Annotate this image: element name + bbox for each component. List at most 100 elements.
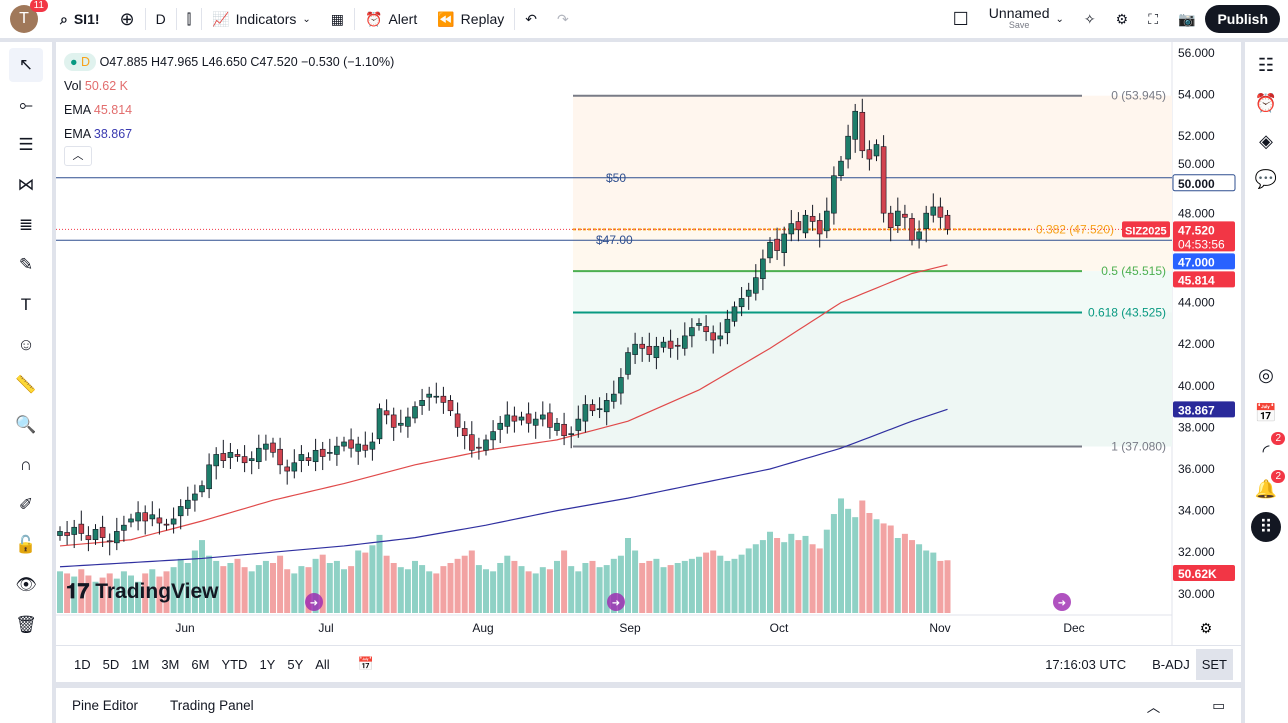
- layout-button[interactable]: ☐ Unnamed Save ⌄: [952, 5, 1064, 30]
- text-tool[interactable]: T: [9, 288, 43, 322]
- line-icon: ⟜: [19, 95, 33, 114]
- volume-bar: [646, 560, 653, 613]
- interval-button[interactable]: D: [155, 11, 166, 27]
- clock[interactable]: 17:16:03 UTC: [1045, 656, 1127, 672]
- collapse-legend-button[interactable]: ︿: [64, 146, 92, 166]
- apps-button[interactable]: ⠿: [1251, 512, 1281, 542]
- undo-button[interactable]: ↶: [515, 0, 547, 38]
- fullscreen-button[interactable]: ⛶: [1138, 0, 1168, 38]
- compare-symbol-button[interactable]: ⊕: [110, 0, 145, 38]
- volume-bar: [568, 566, 575, 613]
- chat-icon: 💬: [1254, 168, 1278, 189]
- cursor-tool[interactable]: ↖: [9, 48, 43, 82]
- publish-button[interactable]: Publish: [1205, 5, 1280, 33]
- trend-line-tool[interactable]: ⟜: [9, 88, 43, 122]
- range-all[interactable]: All: [315, 656, 330, 672]
- maximize-panel-icon[interactable]: ▭: [1212, 697, 1225, 713]
- grid-icon: ▦: [330, 10, 344, 27]
- volume-bar: [596, 567, 603, 613]
- lock-drawing-tool[interactable]: ✐: [9, 488, 43, 522]
- candle-body: [263, 443, 269, 450]
- delete-tool[interactable]: 🗑: [9, 608, 43, 642]
- chat-button[interactable]: 💬: [1251, 164, 1281, 194]
- indicators-icon: 📈: [212, 10, 230, 27]
- ideas-button[interactable]: ◎: [1251, 360, 1281, 390]
- layers-button[interactable]: ◈: [1251, 126, 1281, 156]
- range-1m[interactable]: 1M: [131, 656, 150, 672]
- hline-tool[interactable]: ☰: [9, 128, 43, 162]
- lock-tool[interactable]: 🔓: [9, 528, 43, 562]
- range-1y[interactable]: 1Y: [259, 656, 276, 672]
- volume-bar: [767, 531, 773, 613]
- ema-slow-tag-bg: [1173, 401, 1235, 418]
- candle-body: [887, 212, 894, 229]
- replay-button[interactable]: ⏪ Replay: [437, 10, 505, 28]
- candle-body: [596, 408, 603, 410]
- symbol-search[interactable]: ⌕ SI1!: [60, 10, 100, 28]
- volume-bar: [674, 563, 681, 613]
- volume-bar: [120, 571, 127, 613]
- calendar-button[interactable]: 📅: [1251, 398, 1281, 428]
- chart-pane[interactable]: 0 (53.945) 0.382 (47.520) 0.5 (45.515) 0.61…: [56, 42, 1241, 682]
- brush-tool[interactable]: ✎: [9, 248, 43, 282]
- settings-button[interactable]: ⚙: [1106, 0, 1139, 38]
- volume-bar: [894, 538, 901, 613]
- candle-body: [284, 466, 290, 472]
- emoji-tool[interactable]: ☺: [9, 328, 43, 362]
- volume-bar: [248, 571, 255, 613]
- candle-body: [625, 352, 631, 375]
- magnet-tool[interactable]: ∩: [9, 448, 43, 482]
- pattern-tool[interactable]: ⋈: [9, 168, 43, 202]
- chart-type-button[interactable]: ⫿: [177, 0, 201, 38]
- candle-body: [163, 523, 170, 526]
- alert-button[interactable]: ⏰ Alert: [365, 10, 418, 28]
- tab-pine-editor[interactable]: Pine Editor: [72, 698, 139, 713]
- watchlist-button[interactable]: ☷: [1251, 50, 1281, 80]
- avatar[interactable]: T 11: [10, 0, 48, 33]
- candle-body: [916, 231, 922, 240]
- candle-body: [78, 523, 85, 534]
- candle-body: [433, 395, 440, 398]
- session-toggle[interactable]: SET: [1195, 648, 1233, 680]
- range-3m[interactable]: 3M: [161, 656, 180, 672]
- plus-circle-icon: ⊕: [119, 8, 135, 29]
- range-1d[interactable]: 1D: [74, 656, 91, 672]
- range-5d[interactable]: 5D: [102, 656, 120, 672]
- zoom-tool[interactable]: 🔍: [9, 408, 43, 442]
- templates-button[interactable]: ▦: [321, 0, 354, 38]
- candle-body: [561, 423, 567, 437]
- candle-body: [547, 412, 553, 428]
- fib-level-label: 0 (53.945): [1111, 89, 1166, 103]
- arrow-right-icon: ➜: [612, 598, 620, 609]
- alerts-button[interactable]: ⏰: [1251, 88, 1281, 118]
- price-chart[interactable]: 0 (53.945) 0.382 (47.520) 0.5 (45.515) 0.61…: [56, 42, 1241, 645]
- range-6m[interactable]: 6M: [191, 656, 210, 672]
- ruler-tool[interactable]: 📏: [9, 368, 43, 402]
- candle-body: [312, 449, 319, 463]
- ohlc-values: O47.885 H47.965 L46.650 C47.520 −0.530 (…: [99, 55, 395, 69]
- redo-button[interactable]: ↷: [547, 0, 579, 38]
- volume-bar: [795, 540, 802, 613]
- price-axis-label: 50.000: [1178, 157, 1215, 171]
- range-ytd[interactable]: YTD: [221, 656, 248, 672]
- hide-tool[interactable]: 👁: [9, 568, 43, 602]
- volume-bar: [909, 540, 915, 613]
- streams-button[interactable]: ◜ 2: [1251, 432, 1285, 466]
- candle-body: [71, 526, 77, 535]
- fib-tool[interactable]: ≣: [9, 208, 43, 242]
- tab-trading-panel[interactable]: Trading Panel: [170, 698, 254, 713]
- candle-body: [426, 393, 433, 398]
- badj-toggle[interactable]: B-ADJ: [1152, 656, 1190, 672]
- candle-body: [568, 433, 575, 435]
- volume-bar: [532, 573, 539, 613]
- indicators-button[interactable]: 📈 Indicators ⌄: [212, 10, 311, 28]
- quick-search-button[interactable]: ✧: [1074, 0, 1106, 38]
- volume-bar: [667, 565, 674, 613]
- notifications-button[interactable]: 🔔 2: [1251, 470, 1285, 504]
- volume-bar: [191, 550, 198, 613]
- range-5y[interactable]: 5Y: [287, 656, 304, 672]
- drawing-toolbar: ↖ ⟜ ☰ ⋈ ≣ ✎ T ☺ 📏 🔍 ∩ ✐ 🔓 👁 🗑: [0, 42, 52, 723]
- snapshot-button[interactable]: 📷: [1168, 0, 1205, 38]
- date-range-icon[interactable]: 📅: [357, 656, 374, 671]
- collapse-panel-icon[interactable]: ︿: [1146, 699, 1161, 715]
